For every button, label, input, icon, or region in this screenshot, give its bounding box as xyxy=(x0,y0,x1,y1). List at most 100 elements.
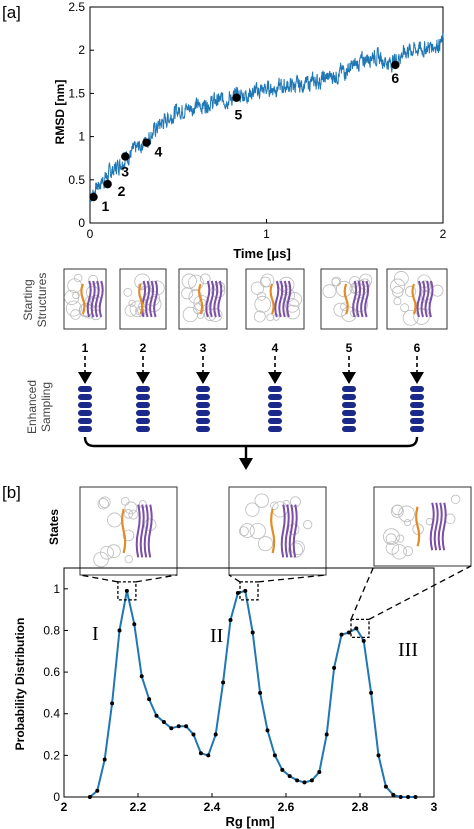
rg-x-tick-label: 2.4 xyxy=(204,800,221,814)
rg-data-point xyxy=(95,788,100,793)
rmsd-y-tick-label: 0.5 xyxy=(68,173,85,187)
protein-surface xyxy=(341,306,357,322)
protein-helix xyxy=(135,504,141,558)
enhanced-label-line1: Enhanced xyxy=(25,380,39,434)
rmsd-marked-point-label-4: 4 xyxy=(154,144,162,160)
protein-surface xyxy=(134,273,151,290)
rg-data-point xyxy=(295,778,300,783)
protein-helix xyxy=(437,502,443,551)
protein-orange-helix xyxy=(411,283,417,315)
rg-y-axis-label: Probability Distribution xyxy=(13,618,27,751)
rmsd-x-axis-label: Time [μs] xyxy=(233,246,291,261)
rmsd-marked-point-label-1: 1 xyxy=(102,198,110,214)
protein-surface xyxy=(303,520,313,530)
rg-data-point xyxy=(243,588,248,593)
state-zoom-callouts xyxy=(79,565,472,639)
sampling-walker xyxy=(196,402,210,408)
rg-data-point xyxy=(309,778,314,783)
sampling-walker xyxy=(268,402,282,408)
sampling-walker xyxy=(410,394,424,400)
protein-surface xyxy=(106,544,121,559)
rg-data-point xyxy=(154,713,159,718)
rg-data-point xyxy=(354,626,359,631)
protein-surface xyxy=(238,526,249,537)
rg-data-point xyxy=(258,690,263,695)
structure-number-5: 5 xyxy=(346,341,353,355)
rg-data-point xyxy=(228,618,233,623)
protein-surface xyxy=(182,306,199,323)
protein-helix xyxy=(147,504,153,558)
protein-surface xyxy=(70,309,81,320)
protein-helix xyxy=(416,280,422,318)
sampling-walker xyxy=(342,426,356,432)
rg-data-point xyxy=(391,792,396,797)
protein-surface xyxy=(398,505,415,523)
protein-surface xyxy=(245,502,260,517)
rg-data-point xyxy=(265,728,270,733)
rg-series-line xyxy=(89,589,416,798)
rg-data-point xyxy=(110,701,115,706)
rg-data-point xyxy=(346,630,351,635)
starting-structure-box xyxy=(320,268,378,330)
protein-surface xyxy=(405,285,417,298)
rmsd-y-axis-label: RMSD [nm] xyxy=(53,80,67,145)
protein-surface xyxy=(64,289,80,305)
protein-surface xyxy=(282,499,290,507)
state-zoom-box-1 xyxy=(117,581,137,601)
protein-helix xyxy=(282,280,288,318)
protein-surface xyxy=(74,273,83,283)
protein-helix xyxy=(153,280,159,318)
rg-x-ticks: 2 2.2 2.4 2.6 2.8 3 xyxy=(61,793,438,814)
sampling-walker xyxy=(268,386,282,392)
protein-helix xyxy=(90,280,96,318)
protein-helix xyxy=(98,280,104,318)
protein-surface xyxy=(210,283,226,299)
protein-orange-helix xyxy=(80,283,86,315)
state-numeral-iii: III xyxy=(398,639,418,661)
sampling-walker xyxy=(78,386,92,392)
protein-helix xyxy=(364,280,370,318)
starting-structure-box xyxy=(63,268,107,330)
protein-surface xyxy=(199,273,211,285)
state-image-1 xyxy=(79,486,178,576)
rg-data-point xyxy=(317,770,322,775)
protein-helix xyxy=(360,280,366,318)
rmsd-x-tick-label: 2 xyxy=(440,227,447,241)
protein-surface xyxy=(249,522,266,540)
state-zoom-line xyxy=(79,574,119,583)
protein-helix xyxy=(356,280,362,318)
protein-orange-helix xyxy=(270,508,276,554)
protein-surface xyxy=(128,299,136,307)
sampling-walker xyxy=(410,426,424,432)
rg-y-tick-label: 0 xyxy=(53,790,60,804)
structure-number-2: 2 xyxy=(140,341,147,355)
protein-helix xyxy=(428,280,434,318)
sampling-walker xyxy=(196,394,210,400)
merge-arrowhead xyxy=(239,458,253,470)
rg-data-point xyxy=(124,588,129,593)
protein-orange-helix xyxy=(269,283,275,315)
rg-data-point xyxy=(117,628,122,633)
sampling-walker xyxy=(342,386,356,392)
starting-label-line2: Structures xyxy=(35,273,49,328)
starting-structure-3 xyxy=(178,268,228,330)
protein-helix xyxy=(209,280,215,318)
protein-surface xyxy=(128,509,139,520)
rmsd-y-tick-label: 1.5 xyxy=(68,86,85,100)
rg-data-point xyxy=(169,726,174,731)
rg-data-point xyxy=(272,753,277,758)
rmsd-x-tick-label: 0 xyxy=(87,227,94,241)
protein-helix xyxy=(429,502,435,551)
structure-number-4: 4 xyxy=(272,341,279,355)
rg-data-point xyxy=(176,724,181,729)
protein-surface xyxy=(322,284,337,299)
state-zoom-line xyxy=(135,574,178,583)
state-zoom-line xyxy=(350,565,375,620)
rmsd-marked-points: 12 3 4 5 6 xyxy=(89,60,400,214)
protein-helix xyxy=(292,504,298,558)
protein-surface xyxy=(383,528,400,546)
sampling-walker xyxy=(78,410,92,416)
sampling-walker xyxy=(410,418,424,424)
panel-a-label: [a] xyxy=(2,3,21,22)
rg-data-point xyxy=(198,751,203,756)
